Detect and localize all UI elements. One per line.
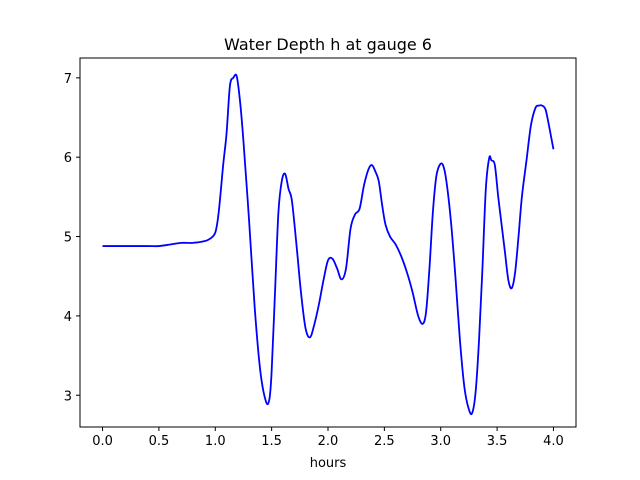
chart-title: Water Depth h at gauge 6 — [224, 35, 432, 54]
y-tick-label: 5 — [64, 231, 72, 246]
x-tick-label: 0.5 — [149, 434, 170, 449]
x-tick-label: 1.0 — [205, 434, 226, 449]
y-tick-label: 6 — [64, 151, 72, 166]
series-line-0 — [102, 73, 555, 416]
x-axis-label: hours — [310, 456, 347, 471]
x-tick-label: 1.5 — [261, 434, 282, 449]
y-tick-label: 3 — [64, 389, 72, 404]
x-tick-label: 3.0 — [430, 434, 451, 449]
axes-frame — [79, 57, 577, 428]
x-tick-label: 3.5 — [487, 434, 508, 449]
y-tick-label: 7 — [64, 72, 72, 87]
x-tick-label: 0.0 — [92, 434, 113, 449]
y-tick-label: 4 — [64, 310, 72, 325]
x-tick-label: 2.0 — [318, 434, 339, 449]
x-tick-label: 4.0 — [543, 434, 564, 449]
x-tick-label: 2.5 — [374, 434, 395, 449]
plot-area: 0.0 0.5 1.0 1.5 2.0 2.5 3.0 3.5 4.0 3 4 5 6 7 — [64, 72, 564, 449]
